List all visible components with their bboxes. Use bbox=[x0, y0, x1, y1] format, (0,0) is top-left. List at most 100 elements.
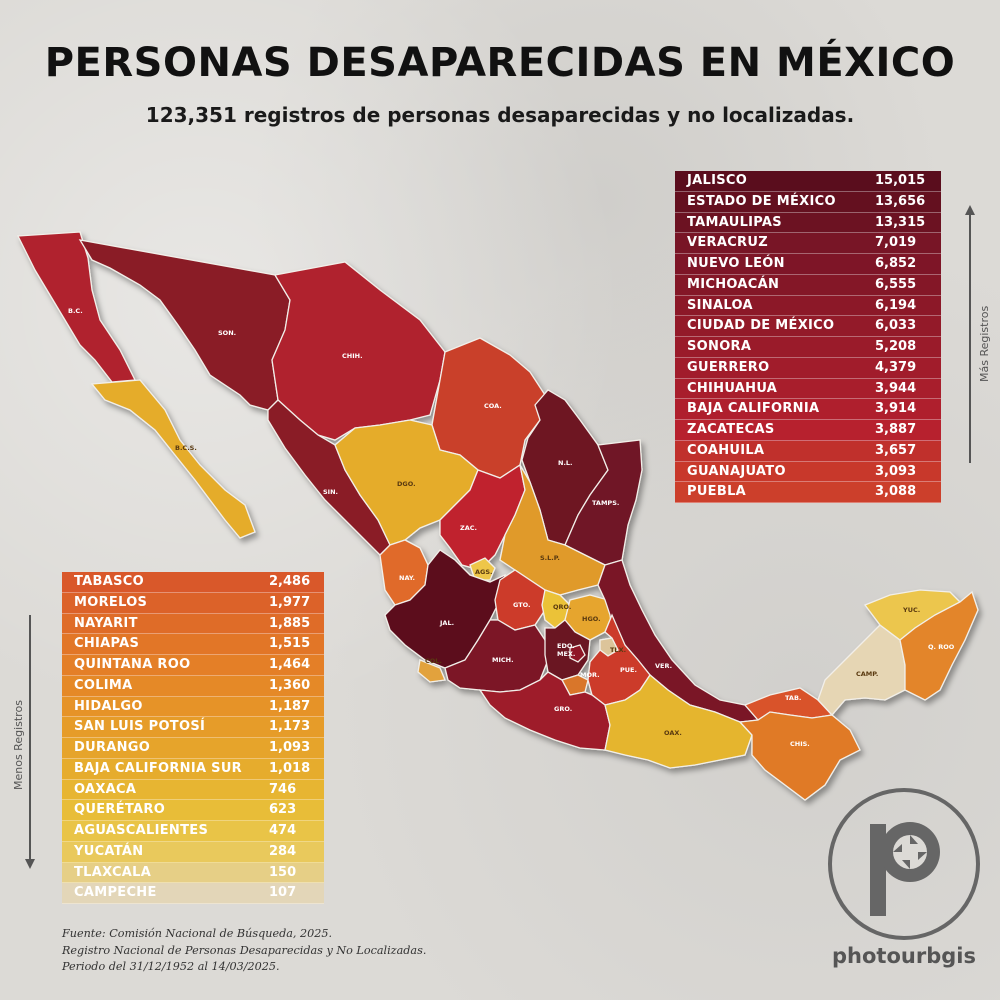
label-pue: PUE. bbox=[620, 666, 637, 674]
state-name: GUANAJUATO bbox=[687, 463, 786, 479]
record-count: 13,656 bbox=[875, 193, 926, 209]
record-count: 1,173 bbox=[269, 719, 311, 735]
state-name: VERACRUZ bbox=[687, 235, 768, 251]
label-hgo: HGO. bbox=[582, 615, 601, 623]
table-row: PUEBLA 3,088 bbox=[675, 482, 941, 503]
state-name: HIDALGO bbox=[74, 698, 143, 714]
label-dgo: DGO. bbox=[397, 480, 416, 488]
label-gro: GRO. bbox=[554, 705, 572, 713]
record-count: 6,555 bbox=[875, 276, 917, 292]
state-name: NUEVO LEÓN bbox=[687, 256, 785, 271]
record-count: 7,019 bbox=[875, 235, 917, 251]
state-name: PUEBLA bbox=[687, 484, 747, 500]
label-mor: MOR. bbox=[580, 671, 600, 679]
less-arrow-icon bbox=[25, 615, 35, 869]
label-nay: NAY. bbox=[399, 574, 415, 582]
label-tlx: TLX. bbox=[610, 646, 626, 654]
table-row: TABASCO 2,486 bbox=[62, 572, 324, 593]
state-name: SINALOA bbox=[687, 297, 753, 313]
state-name: CIUDAD DE MÉXICO bbox=[687, 318, 835, 334]
table-row: SONORA 5,208 bbox=[675, 337, 941, 358]
record-count: 1,018 bbox=[269, 760, 311, 776]
table-row: DURANGO 1,093 bbox=[62, 738, 324, 759]
label-ags: AGS. bbox=[475, 568, 493, 576]
table-row: QUINTANA ROO 1,464 bbox=[62, 655, 324, 676]
camera-aperture-icon bbox=[828, 788, 980, 940]
state-slp bbox=[499, 464, 606, 596]
top-ranking-table: JALISCO 15,015 ESTADO DE MÉXICO 13,656 TAMAU… bbox=[675, 171, 941, 503]
page-title: PERSONAS DESAPARECIDAS EN MÉXICO bbox=[44, 40, 956, 86]
record-count: 3,887 bbox=[875, 422, 917, 437]
state-name: ESTADO DE MÉXICO bbox=[687, 193, 836, 209]
record-count: 1,093 bbox=[269, 740, 311, 755]
label-ver: VER. bbox=[655, 662, 672, 670]
state-edomex bbox=[544, 619, 591, 681]
state-name: TABASCO bbox=[74, 574, 144, 589]
less-records-label: Menos Registros bbox=[12, 700, 25, 790]
state-qroo bbox=[899, 590, 979, 701]
state-name: TAMAULIPAS bbox=[687, 214, 782, 230]
state-name: BAJA CALIFORNIA SUR bbox=[74, 760, 242, 776]
record-count: 3,657 bbox=[875, 442, 917, 458]
record-count: 284 bbox=[269, 843, 297, 859]
source-line-1: Fuente: Comisión Nacional de Búsqueda, 2… bbox=[62, 927, 333, 940]
label-edomex: EDO. MEX. bbox=[557, 642, 575, 658]
label-tamps: TAMPS. bbox=[592, 499, 619, 507]
state-name: GUERRERO bbox=[687, 359, 770, 375]
label-col: COL. bbox=[425, 657, 442, 665]
table-row: NAYARIT 1,885 bbox=[62, 613, 324, 635]
state-name: COAHUILA bbox=[687, 442, 765, 458]
state-name: SAN LUIS POTOSÍ bbox=[74, 719, 206, 735]
record-count: 3,093 bbox=[875, 463, 917, 479]
label-chih: CHIH. bbox=[342, 352, 363, 360]
bottom-ranking-table: TABASCO 2,486 MORELOS 1,977 NAYARIT 1,885 CHIA… bbox=[62, 572, 324, 904]
state-gto bbox=[494, 569, 546, 631]
table-row: AGUASCALIENTES 474 bbox=[62, 821, 324, 842]
state-name: DURANGO bbox=[74, 740, 151, 755]
label-yuc: YUC. bbox=[902, 606, 920, 614]
table-row: TAMAULIPAS 13,315 bbox=[675, 212, 941, 234]
record-count: 3,088 bbox=[875, 484, 917, 500]
table-row: MICHOACÁN 6,555 bbox=[675, 274, 941, 296]
state-name: SONORA bbox=[687, 339, 752, 354]
record-count: 6,852 bbox=[875, 256, 917, 271]
record-count: 1,885 bbox=[269, 615, 311, 631]
record-count: 3,944 bbox=[875, 380, 917, 396]
source-line-2: Registro Nacional de Personas Desapareci… bbox=[62, 943, 427, 957]
state-name: TLAXCALA bbox=[74, 864, 152, 880]
table-row: MORELOS 1,977 bbox=[62, 592, 324, 614]
state-name: QUINTANA ROO bbox=[74, 657, 191, 672]
table-row: CHIHUAHUA 3,944 bbox=[675, 378, 941, 400]
state-name: CHIAPAS bbox=[74, 636, 140, 652]
state-name: QUERÉTARO bbox=[74, 802, 166, 818]
state-name: AGUASCALIENTES bbox=[74, 823, 209, 838]
record-count: 107 bbox=[269, 885, 297, 901]
table-row: NUEVO LEÓN 6,852 bbox=[675, 254, 941, 275]
state-labels: B.C. B.C.S. SON. CHIH. COA. N.L. TAMPS. … bbox=[68, 307, 955, 748]
record-count: 2,486 bbox=[269, 574, 311, 589]
label-bc: B.C. bbox=[68, 307, 83, 315]
record-count: 1,464 bbox=[269, 657, 311, 672]
state-name: ZACATECAS bbox=[687, 422, 775, 437]
table-row: ZACATECAS 3,887 bbox=[675, 420, 941, 441]
state-name: MICHOACÁN bbox=[687, 276, 780, 292]
table-row: COAHUILA 3,657 bbox=[675, 440, 941, 462]
record-count: 1,977 bbox=[269, 594, 311, 610]
state-chih bbox=[271, 261, 446, 441]
label-gto: GTO. bbox=[513, 601, 531, 609]
table-row: HIDALGO 1,187 bbox=[62, 696, 324, 718]
table-row: YUCATÁN 284 bbox=[62, 841, 324, 863]
table-row: SAN LUIS POTOSÍ 1,173 bbox=[62, 717, 324, 738]
state-gro bbox=[478, 671, 611, 751]
state-name: JALISCO bbox=[687, 173, 748, 188]
record-count: 1,515 bbox=[269, 636, 311, 652]
state-name: CHIHUAHUA bbox=[687, 380, 778, 396]
table-row: GUANAJUATO 3,093 bbox=[675, 461, 941, 483]
record-count: 1,360 bbox=[269, 677, 311, 693]
table-row: TLAXCALA 150 bbox=[62, 862, 324, 884]
more-records-label: Más Registros bbox=[978, 305, 991, 382]
table-row: GUERRERO 4,379 bbox=[675, 357, 941, 379]
label-qro: QRO. bbox=[553, 603, 571, 611]
record-count: 746 bbox=[269, 781, 297, 797]
label-coa: COA. bbox=[484, 402, 502, 410]
